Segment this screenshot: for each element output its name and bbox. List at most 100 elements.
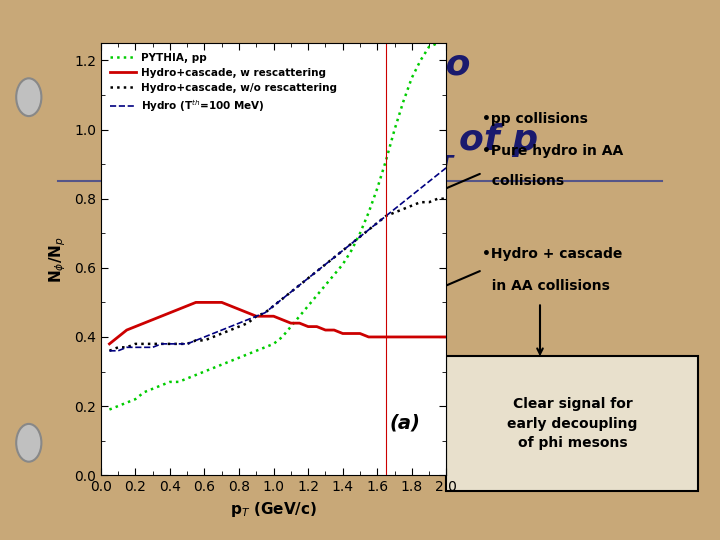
Text: collisions: collisions bbox=[482, 174, 564, 188]
Line: Hydro+cascade, w/o rescattering: Hydro+cascade, w/o rescattering bbox=[109, 199, 446, 351]
Line: Hydro+cascade, w rescattering: Hydro+cascade, w rescattering bbox=[109, 302, 446, 344]
Hydro+cascade, w rescattering bbox=[114, 334, 122, 340]
Hydro+cascade, w rescattering bbox=[433, 334, 442, 340]
X-axis label: p$_T$ (GeV/c): p$_T$ (GeV/c) bbox=[230, 500, 318, 518]
Hydro+cascade, w rescattering bbox=[442, 334, 451, 340]
PYTHIA, pp bbox=[131, 396, 140, 402]
Hydro (T$^{th}$=100 MeV) bbox=[425, 178, 433, 185]
PYTHIA, pp bbox=[287, 323, 295, 330]
Hydro (T$^{th}$=100 MeV) bbox=[312, 268, 321, 274]
Hydro+cascade, w rescattering bbox=[425, 334, 433, 340]
Hydro (T$^{th}$=100 MeV) bbox=[382, 213, 390, 219]
Text: •Hydro + cascade: •Hydro + cascade bbox=[482, 247, 623, 261]
Hydro+cascade, w/o rescattering bbox=[243, 320, 252, 326]
Hydro (T$^{th}$=100 MeV) bbox=[235, 320, 243, 326]
Hydro+cascade, w rescattering bbox=[183, 302, 192, 309]
PYTHIA, pp bbox=[226, 358, 235, 365]
Hydro+cascade, w rescattering bbox=[252, 313, 261, 320]
PYTHIA, pp bbox=[330, 272, 338, 278]
Hydro (T$^{th}$=100 MeV) bbox=[174, 341, 183, 347]
Hydro+cascade, w/o rescattering bbox=[408, 202, 416, 209]
Hydro+cascade, w rescattering bbox=[312, 323, 321, 330]
Hydro+cascade, w rescattering bbox=[166, 309, 174, 316]
Hydro+cascade, w/o rescattering bbox=[122, 344, 131, 350]
Hydro (T$^{th}$=100 MeV) bbox=[278, 296, 287, 302]
Hydro+cascade, w rescattering bbox=[226, 302, 235, 309]
Hydro (T$^{th}$=100 MeV) bbox=[157, 341, 166, 347]
Hydro+cascade, w/o rescattering bbox=[269, 302, 278, 309]
Hydro (T$^{th}$=100 MeV) bbox=[148, 344, 157, 350]
PYTHIA, pp bbox=[252, 348, 261, 354]
Hydro+cascade, w/o rescattering bbox=[226, 327, 235, 333]
Hydro+cascade, w rescattering bbox=[122, 327, 131, 333]
PYTHIA, pp bbox=[295, 313, 304, 320]
Hydro+cascade, w/o rescattering bbox=[105, 348, 114, 354]
Hydro (T$^{th}$=100 MeV) bbox=[304, 275, 312, 281]
Hydro+cascade, w/o rescattering bbox=[399, 206, 408, 212]
Hydro+cascade, w/o rescattering bbox=[442, 195, 451, 202]
Hydro (T$^{th}$=100 MeV) bbox=[217, 327, 226, 333]
Hydro+cascade, w rescattering bbox=[390, 334, 399, 340]
Hydro+cascade, w/o rescattering bbox=[148, 341, 157, 347]
Text: in AA collisions: in AA collisions bbox=[482, 279, 611, 293]
Hydro (T$^{th}$=100 MeV) bbox=[330, 254, 338, 261]
Hydro+cascade, w/o rescattering bbox=[209, 334, 217, 340]
PYTHIA, pp bbox=[312, 292, 321, 299]
PYTHIA, pp bbox=[261, 344, 269, 350]
Hydro+cascade, w/o rescattering bbox=[131, 341, 140, 347]
Hydro+cascade, w rescattering bbox=[174, 306, 183, 313]
Hydro+cascade, w/o rescattering bbox=[312, 268, 321, 274]
Hydro+cascade, w/o rescattering bbox=[373, 220, 382, 226]
Hydro (T$^{th}$=100 MeV) bbox=[356, 233, 364, 240]
Hydro+cascade, w/o rescattering bbox=[425, 199, 433, 205]
PYTHIA, pp bbox=[122, 400, 131, 406]
PYTHIA, pp bbox=[304, 302, 312, 309]
PYTHIA, pp bbox=[217, 361, 226, 368]
Hydro (T$^{th}$=100 MeV) bbox=[338, 247, 347, 254]
Hydro (T$^{th}$=100 MeV) bbox=[209, 330, 217, 337]
Hydro+cascade, w rescattering bbox=[243, 309, 252, 316]
PYTHIA, pp bbox=[338, 261, 347, 268]
Line: PYTHIA, pp: PYTHIA, pp bbox=[109, 40, 446, 409]
Hydro+cascade, w rescattering bbox=[304, 323, 312, 330]
Hydro (T$^{th}$=100 MeV) bbox=[321, 261, 330, 268]
Text: Clear signal for
early decoupling
of phi mesons: Clear signal for early decoupling of phi… bbox=[507, 397, 638, 450]
Hydro (T$^{th}$=100 MeV) bbox=[226, 323, 235, 330]
Hydro+cascade, w/o rescattering bbox=[330, 254, 338, 261]
PYTHIA, pp bbox=[433, 40, 442, 46]
Y-axis label: N$_\phi$/N$_p$: N$_\phi$/N$_p$ bbox=[48, 235, 68, 283]
Hydro+cascade, w rescattering bbox=[373, 334, 382, 340]
PYTHIA, pp bbox=[425, 43, 433, 50]
Hydro+cascade, w/o rescattering bbox=[174, 341, 183, 347]
Hydro+cascade, w rescattering bbox=[261, 313, 269, 320]
Hydro+cascade, w/o rescattering bbox=[192, 337, 200, 343]
PYTHIA, pp bbox=[269, 341, 278, 347]
Hydro (T$^{th}$=100 MeV) bbox=[131, 344, 140, 350]
Hydro+cascade, w/o rescattering bbox=[235, 323, 243, 330]
Hydro+cascade, w/o rescattering bbox=[114, 344, 122, 350]
Hydro (T$^{th}$=100 MeV) bbox=[347, 240, 356, 247]
Hydro+cascade, w rescattering bbox=[364, 334, 373, 340]
Hydro+cascade, w/o rescattering bbox=[382, 213, 390, 219]
Hydro+cascade, w rescattering bbox=[217, 299, 226, 306]
Hydro+cascade, w rescattering bbox=[192, 299, 200, 306]
Hydro (T$^{th}$=100 MeV) bbox=[295, 282, 304, 288]
Line: Hydro (T$^{th}$=100 MeV): Hydro (T$^{th}$=100 MeV) bbox=[109, 167, 446, 351]
PYTHIA, pp bbox=[157, 382, 166, 389]
Text: as a function of p: as a function of p bbox=[182, 124, 538, 157]
Ellipse shape bbox=[16, 424, 42, 462]
PYTHIA, pp bbox=[416, 57, 425, 64]
PYTHIA, pp bbox=[183, 375, 192, 382]
PYTHIA, pp bbox=[364, 210, 373, 216]
Hydro+cascade, w/o rescattering bbox=[433, 195, 442, 202]
Hydro+cascade, w/o rescattering bbox=[278, 296, 287, 302]
Ellipse shape bbox=[16, 78, 42, 116]
Hydro (T$^{th}$=100 MeV) bbox=[261, 309, 269, 316]
Hydro+cascade, w/o rescattering bbox=[140, 341, 148, 347]
Hydro (T$^{th}$=100 MeV) bbox=[269, 302, 278, 309]
Hydro+cascade, w rescattering bbox=[408, 334, 416, 340]
PYTHIA, pp bbox=[442, 37, 451, 43]
PYTHIA, pp bbox=[105, 406, 114, 413]
Hydro (T$^{th}$=100 MeV) bbox=[252, 313, 261, 320]
Hydro (T$^{th}$=100 MeV) bbox=[166, 341, 174, 347]
